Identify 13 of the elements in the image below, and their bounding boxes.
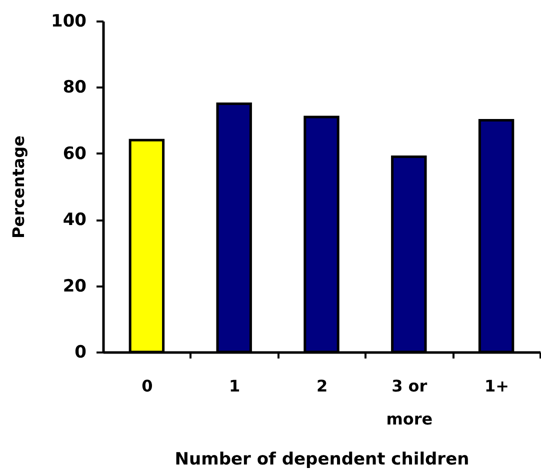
x-tick-label: 1+: [484, 376, 510, 396]
y-tick-label: 0: [74, 342, 87, 362]
x-axis-title: Number of dependent children: [174, 450, 470, 470]
y-tick-label: 60: [62, 144, 87, 164]
y-tick-label: 100: [51, 12, 87, 32]
x-tick-label: 1: [229, 376, 240, 396]
y-tick-label: 80: [62, 78, 87, 98]
y-tick-label: 40: [62, 210, 87, 230]
x-tick-label: 0: [142, 376, 153, 396]
y-tick-label: 20: [62, 276, 87, 296]
x-tick-label: 2: [316, 376, 328, 396]
x-tick-label: 3 or more: [386, 376, 433, 428]
y-axis-title: Percentage: [9, 135, 28, 238]
